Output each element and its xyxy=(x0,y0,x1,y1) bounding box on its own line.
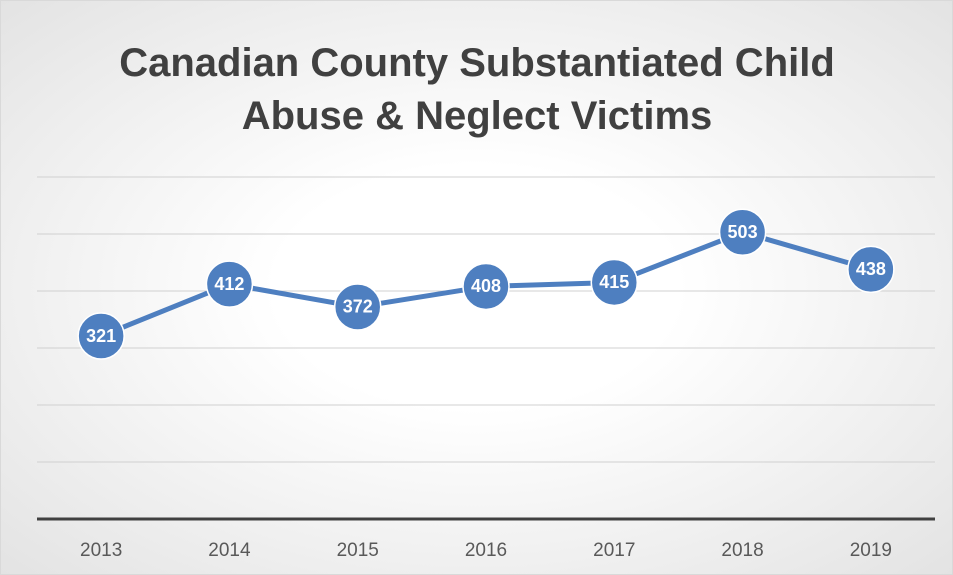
marker xyxy=(847,245,895,294)
marker xyxy=(718,208,767,257)
marker xyxy=(77,312,125,360)
x-tick-label: 2016 xyxy=(465,540,507,561)
marker xyxy=(205,260,254,308)
x-tick-label: 2013 xyxy=(80,540,122,561)
chart-title: Canadian County Substantiated Child Abus… xyxy=(119,41,835,138)
x-tick-label: 2018 xyxy=(721,540,763,561)
data-label: 321 xyxy=(86,326,116,346)
data-label: 372 xyxy=(343,297,373,317)
x-tick-label: 2015 xyxy=(337,540,379,561)
marker xyxy=(333,283,382,331)
marker xyxy=(590,258,639,307)
data-label: 438 xyxy=(856,259,886,279)
data-label: 408 xyxy=(471,276,501,296)
x-tick-label: 2017 xyxy=(593,540,635,561)
x-tick-label: 2014 xyxy=(208,540,251,561)
x-tick-label: 2019 xyxy=(850,540,892,561)
data-label: 503 xyxy=(728,222,758,242)
data-label: 412 xyxy=(214,274,244,294)
data-label: 415 xyxy=(599,272,629,292)
marker xyxy=(462,262,510,311)
